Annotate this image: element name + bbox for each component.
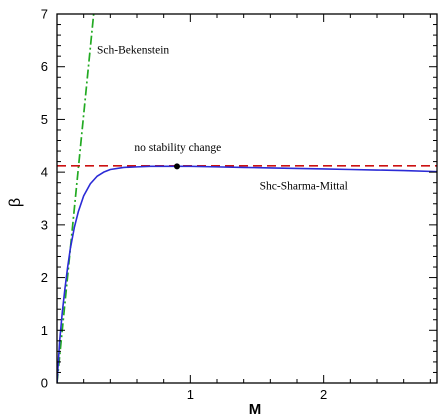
x-axis-label: M [249,401,262,418]
y-tick-label: 6 [41,59,48,74]
plot-frame [56,13,438,384]
y-tick-label: 0 [41,376,48,391]
series-layer [57,14,437,383]
marker-point-0 [174,163,180,170]
y-axis-label: β [7,198,24,207]
series-line-shc-sharma-mittal [57,165,437,383]
annotation-layer: Sch-Bekenstein no stability change Shc-Sha… [97,45,348,193]
y-tick-label: 1 [41,323,48,338]
x-tick-label: 2 [320,387,327,402]
y-tick-label: 2 [41,270,48,285]
y-tick-label: 4 [41,165,48,180]
series-line-sch-bekenstein [57,14,95,383]
ticks-layer: 0 1 2 3 4 5 6 7 1 2 [41,7,437,402]
y-tick-label: 3 [41,217,48,232]
annotation-1: no stability change [134,142,221,154]
y-tick-label: 7 [41,7,48,22]
y-tick-label: 5 [41,112,48,127]
annotation-2: Shc-Sharma-Mittal [260,181,348,193]
points-layer [174,163,180,170]
annotation-0: Sch-Bekenstein [97,45,169,57]
x-tick-label: 1 [187,387,194,402]
